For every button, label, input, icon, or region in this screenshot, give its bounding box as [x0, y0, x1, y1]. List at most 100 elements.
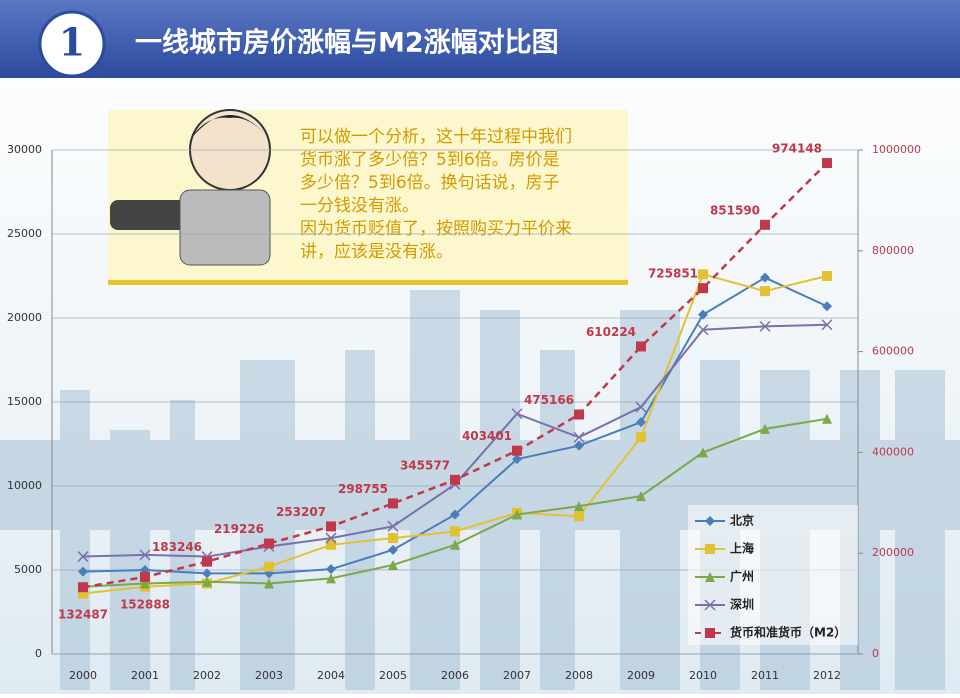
marker: [698, 309, 708, 320]
y-tick-label: 0: [35, 647, 42, 660]
marker: [450, 539, 460, 550]
legend-marker: [704, 599, 716, 611]
data-label: 298755: [338, 482, 388, 496]
marker: [822, 301, 832, 312]
marker: [140, 571, 150, 582]
annotation-line: 货币涨了多少倍？5到6倍。房价是: [300, 150, 560, 170]
legend-marker: [705, 516, 715, 526]
y2-tick-label: 600000: [872, 345, 914, 358]
x-tick-label: 2012: [813, 669, 841, 682]
marker: [636, 432, 646, 443]
marker: [512, 454, 522, 465]
data-label: 725851: [648, 267, 698, 281]
x-tick-label: 2004: [317, 669, 345, 682]
legend-label: 深圳: [730, 597, 754, 612]
y-tick-label: 25000: [7, 227, 42, 240]
data-label: 132487: [58, 608, 108, 622]
marker: [511, 408, 523, 420]
marker: [822, 413, 832, 424]
marker: [140, 578, 150, 589]
data-label: 253207: [276, 505, 326, 519]
data-label: 183246: [152, 540, 202, 554]
badge: [38, 10, 106, 78]
annotation-line: 可以做一个分析，这十年过程中我们: [300, 127, 572, 147]
legend-marker: [705, 572, 715, 582]
marker: [822, 271, 832, 281]
data-label: 403401: [462, 429, 512, 443]
marker: [387, 520, 399, 532]
annotation-line: 多少倍？5到6倍。换句话说，房子: [300, 173, 560, 193]
data-label: 219226: [214, 522, 264, 536]
data-label: 152888: [120, 597, 170, 611]
x-tick-label: 2003: [255, 669, 283, 682]
marker: [760, 272, 770, 283]
marker: [636, 341, 646, 352]
x-tick-label: 2005: [379, 669, 407, 682]
marker: [202, 576, 212, 587]
marker: [698, 447, 708, 458]
x-tick-label: 2008: [565, 669, 593, 682]
marker: [635, 401, 647, 413]
legend-marker: [705, 544, 715, 554]
marker: [325, 532, 337, 544]
marker: [821, 319, 833, 331]
marker: [202, 556, 212, 567]
marker: [77, 551, 89, 563]
y2-tick-label: 200000: [872, 546, 914, 559]
x-tick-label: 2006: [441, 669, 469, 682]
marker: [822, 158, 832, 169]
marker: [450, 526, 460, 537]
marker: [78, 566, 88, 577]
marker: [450, 509, 460, 520]
marker: [139, 549, 151, 561]
x-tick-label: 2009: [627, 669, 655, 682]
x-tick-label: 2007: [503, 669, 531, 682]
marker: [697, 324, 709, 336]
marker: [698, 269, 708, 280]
data-label: 974148: [772, 142, 822, 156]
badge-number: 1: [59, 20, 85, 65]
data-label: 345577: [400, 458, 450, 472]
marker: [574, 440, 584, 451]
marker: [759, 320, 771, 332]
marker: [264, 561, 274, 572]
legend-box: [688, 505, 858, 645]
y2-tick-label: 0: [872, 647, 879, 660]
marker: [388, 498, 398, 509]
y-tick-label: 10000: [7, 479, 42, 492]
marker: [264, 578, 274, 589]
marker: [760, 286, 770, 297]
marker: [450, 474, 460, 485]
legend-label: 上海: [730, 541, 754, 556]
y-tick-label: 15000: [7, 395, 42, 408]
header-bar: [0, 0, 960, 78]
marker: [512, 509, 522, 520]
y2-tick-label: 1000000: [872, 143, 921, 156]
marker: [78, 588, 88, 599]
marker: [760, 423, 770, 434]
x-tick-label: 2002: [193, 669, 221, 682]
y-tick-label: 20000: [7, 311, 42, 324]
y2-tick-label: 800000: [872, 244, 914, 257]
y2-tick-label: 400000: [872, 445, 914, 458]
legend-label: 北京: [730, 513, 754, 528]
annotation-line: 讲，应该是没有涨。: [300, 242, 453, 262]
marker: [78, 582, 88, 593]
marker: [574, 409, 584, 420]
chart-title: 一线城市房价涨幅与M2涨幅对比图: [135, 27, 559, 59]
annotation-line: 因为货币贬值了，按照购买力平价来: [300, 219, 572, 239]
marker: [388, 533, 398, 544]
marker: [202, 568, 212, 579]
data-label: 475166: [524, 393, 574, 407]
data-label: 610224: [586, 325, 636, 339]
marker: [636, 417, 646, 428]
y-tick-label: 5000: [14, 563, 42, 576]
marker: [573, 431, 585, 443]
marker: [512, 445, 522, 456]
legend-marker: [705, 628, 715, 638]
marker: [698, 283, 708, 294]
legend-label: 货币和准货币（M2）: [730, 625, 846, 640]
annotation-line: 一分钱没有涨。: [300, 196, 419, 216]
y-tick-label: 30000: [7, 143, 42, 156]
